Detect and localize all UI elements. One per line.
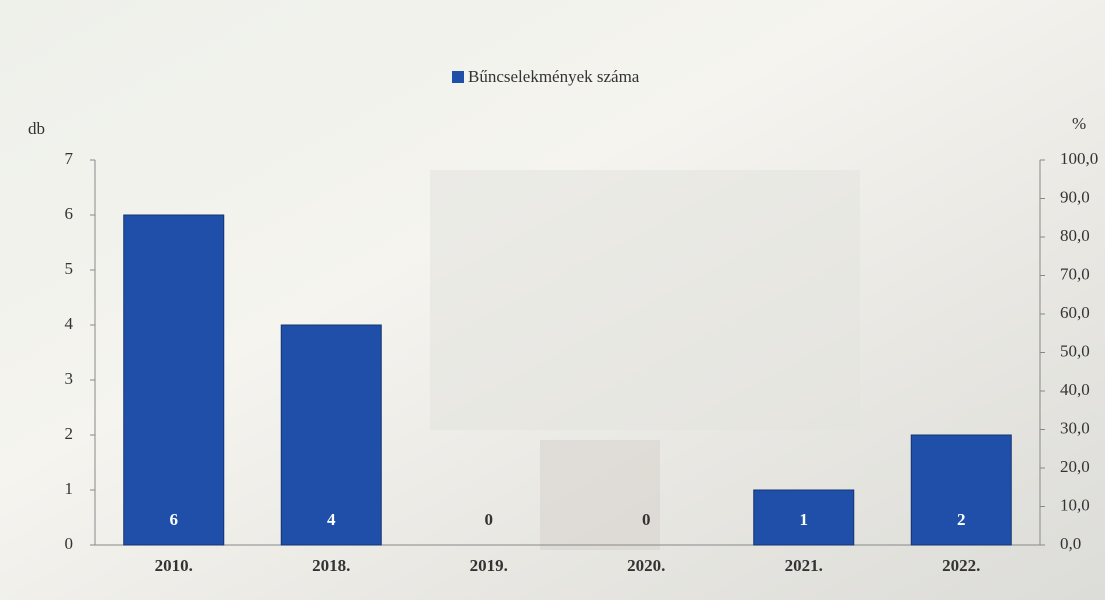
y2-tick-label: 50,0 xyxy=(1060,341,1090,360)
y2-tick-label: 20,0 xyxy=(1060,457,1090,476)
value-label: 2 xyxy=(957,510,966,529)
legend-swatch xyxy=(452,71,464,83)
value-label: 6 xyxy=(170,510,179,529)
y-tick-label: 2 xyxy=(65,424,74,443)
x-tick-label: 2018. xyxy=(312,556,350,575)
doorway xyxy=(540,440,660,550)
building xyxy=(430,170,860,430)
y2-tick-label: 30,0 xyxy=(1060,418,1090,437)
y2-tick-label: 70,0 xyxy=(1060,264,1090,283)
x-tick-label: 2010. xyxy=(155,556,193,575)
y2-tick-label: 40,0 xyxy=(1060,380,1090,399)
y-tick-label: 5 xyxy=(65,259,74,278)
value-label: 1 xyxy=(800,510,809,529)
y2-tick-label: 100,0 xyxy=(1060,149,1098,168)
bar xyxy=(123,214,225,546)
y-tick-label: 4 xyxy=(65,314,74,333)
legend-label: Bűncselekmények száma xyxy=(468,67,640,86)
bar xyxy=(910,434,1012,546)
y2-tick-label: 0,0 xyxy=(1060,534,1081,553)
y2-tick-label: 10,0 xyxy=(1060,495,1090,514)
x-tick-label: 2021. xyxy=(785,556,823,575)
y-axis-label: db xyxy=(28,119,45,138)
y-tick-label: 3 xyxy=(65,369,74,388)
value-label: 0 xyxy=(485,510,494,529)
y2-tick-label: 80,0 xyxy=(1060,226,1090,245)
value-label: 0 xyxy=(642,510,651,529)
y-tick-label: 1 xyxy=(65,479,74,498)
y-tick-label: 6 xyxy=(65,204,74,223)
value-label: 4 xyxy=(327,510,336,529)
x-tick-label: 2022. xyxy=(942,556,980,575)
bar xyxy=(280,324,382,546)
x-tick-label: 2019. xyxy=(470,556,508,575)
y-tick-label: 0 xyxy=(65,534,74,553)
y2-tick-label: 90,0 xyxy=(1060,187,1090,206)
y2-axis-label: % xyxy=(1072,114,1086,133)
y-tick-label: 7 xyxy=(65,149,74,168)
y2-tick-label: 60,0 xyxy=(1060,303,1090,322)
x-tick-label: 2020. xyxy=(627,556,665,575)
bar xyxy=(753,489,855,546)
